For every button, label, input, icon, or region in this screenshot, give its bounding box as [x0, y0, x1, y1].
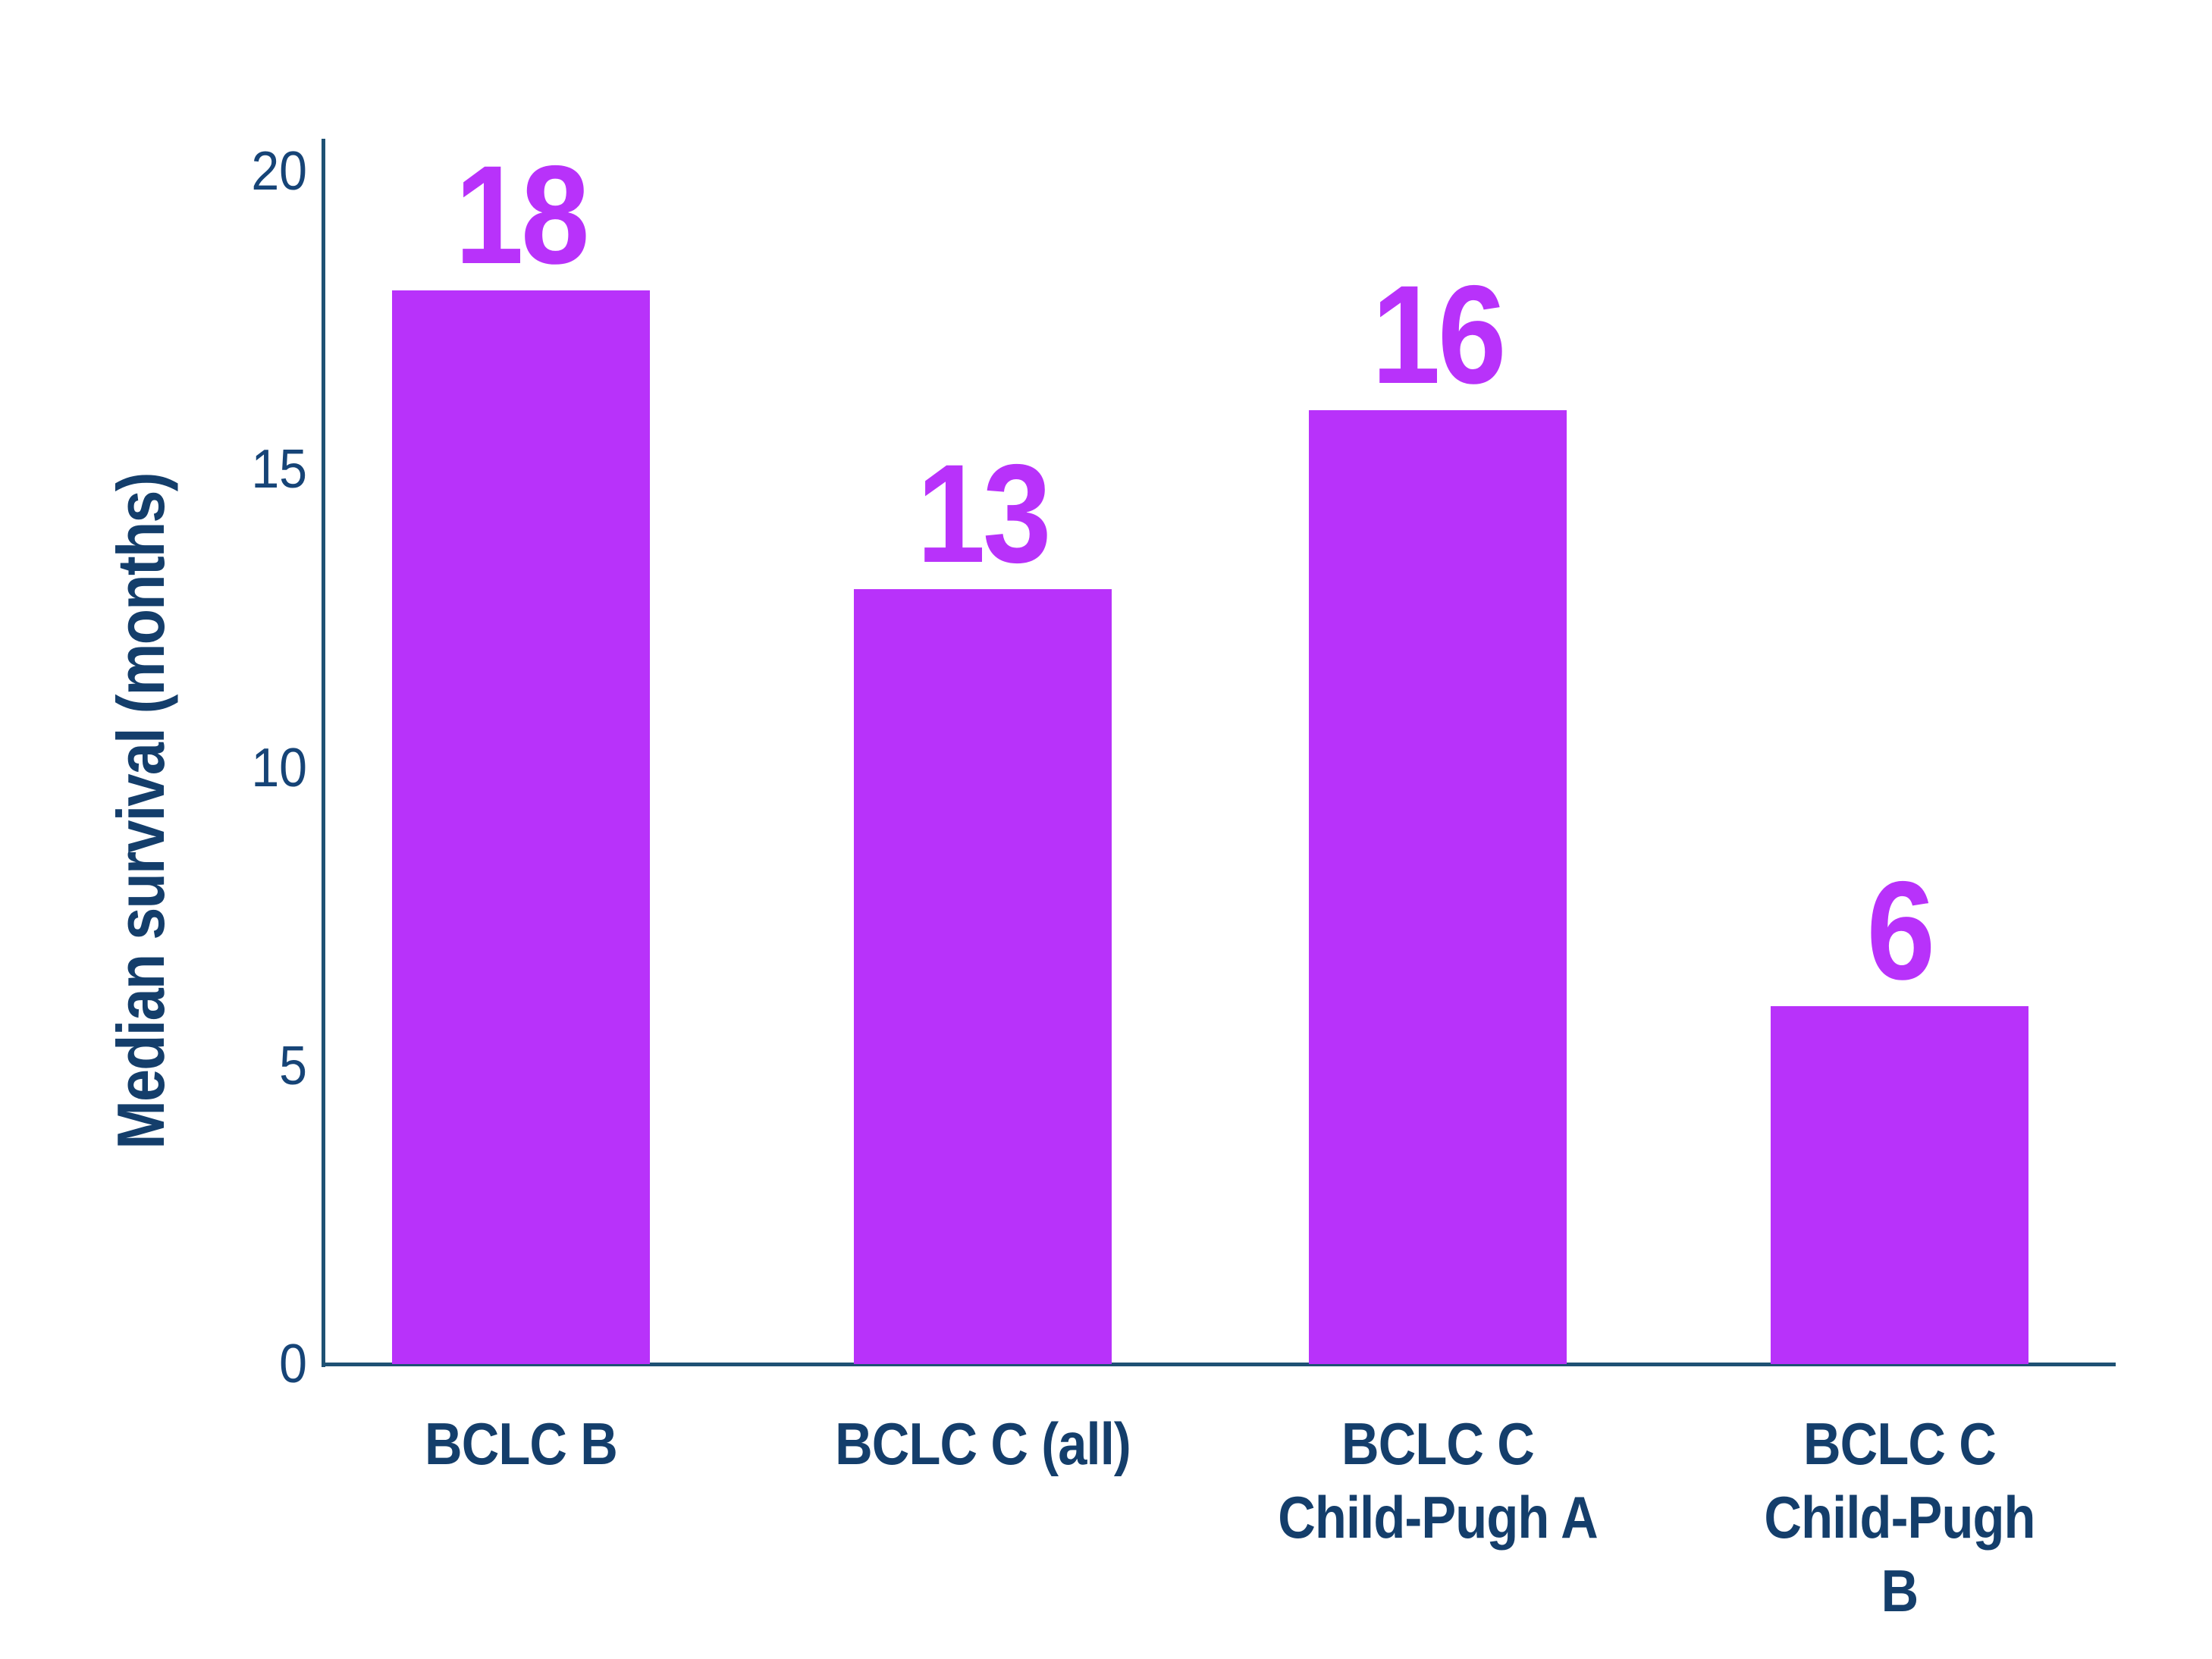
- y-tick-label-0: 0: [279, 1334, 307, 1394]
- y-tick-label-15: 15: [251, 439, 307, 500]
- bar-value-label: 16: [1371, 256, 1507, 413]
- bar-value-label: 6: [1866, 853, 1935, 1010]
- category-label: BCLC C Child-Pugh A: [1278, 1410, 1598, 1551]
- bar-value-label: 18: [454, 137, 590, 294]
- x-axis-line: [322, 1363, 2116, 1366]
- category-label: BCLC B: [424, 1410, 618, 1477]
- y-axis-title-text: Median survival (months): [103, 473, 178, 1149]
- y-axis-line: [322, 139, 325, 1367]
- bar: [854, 588, 1112, 1364]
- category-label: BCLC C (all): [835, 1410, 1131, 1477]
- y-tick-label-5: 5: [279, 1035, 307, 1096]
- y-tick-label-20: 20: [251, 141, 307, 202]
- y-axis-title: Median survival (months): [102, 427, 180, 1195]
- y-tick-label-10: 10: [251, 737, 307, 798]
- bar: [1309, 409, 1567, 1364]
- category-label: BCLC C Child-Pugh B: [1764, 1410, 2035, 1624]
- bar: [1771, 1006, 2028, 1364]
- bar: [392, 290, 650, 1364]
- bar-value-label: 13: [916, 435, 1052, 592]
